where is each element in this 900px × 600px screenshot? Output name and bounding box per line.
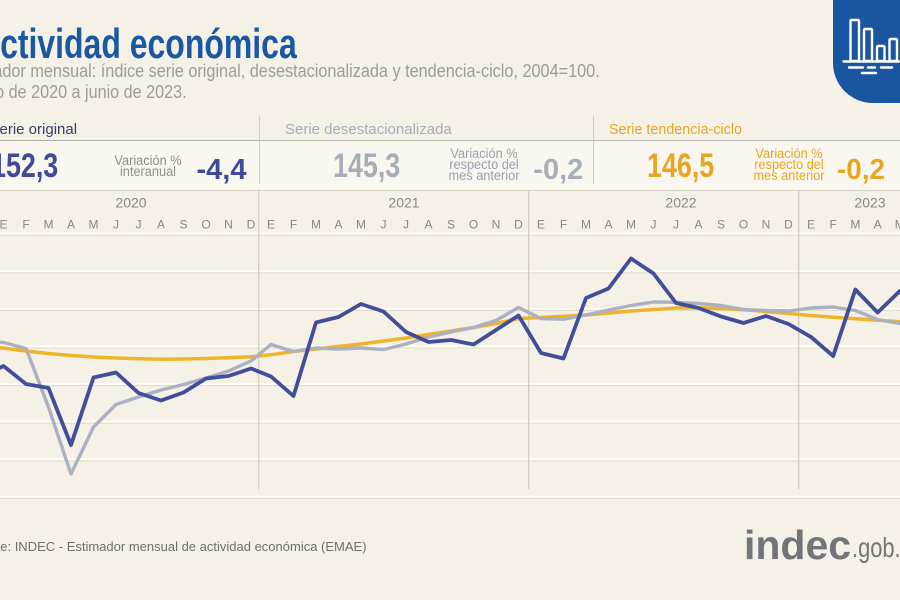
svg-text:M: M — [626, 218, 636, 232]
svg-text:O: O — [469, 218, 478, 232]
svg-text:M: M — [89, 218, 99, 232]
svg-text:F: F — [830, 218, 837, 232]
svg-text:J: J — [381, 218, 387, 232]
svg-text:D: D — [784, 218, 793, 232]
svg-text:M: M — [895, 218, 900, 232]
svg-text:D: D — [514, 218, 523, 232]
svg-text:N: N — [224, 218, 233, 232]
svg-text:M: M — [44, 218, 54, 232]
svg-text:F: F — [22, 218, 29, 232]
svg-text:2022: 2022 — [665, 195, 696, 211]
svg-text:J: J — [651, 218, 657, 232]
svg-text:N: N — [762, 218, 771, 232]
svg-text:D: D — [247, 218, 256, 232]
svg-text:F: F — [290, 218, 297, 232]
svg-text:A: A — [67, 218, 75, 232]
svg-text:A: A — [604, 218, 612, 232]
svg-text:N: N — [492, 218, 501, 232]
svg-text:O: O — [739, 218, 748, 232]
svg-text:M: M — [311, 218, 321, 232]
svg-text:S: S — [179, 218, 187, 232]
svg-text:M: M — [356, 218, 366, 232]
svg-text:E: E — [537, 218, 545, 232]
svg-text:M: M — [850, 218, 860, 232]
svg-text:S: S — [447, 218, 455, 232]
svg-text:E: E — [0, 218, 8, 232]
svg-text:J: J — [136, 218, 142, 232]
svg-text:A: A — [874, 218, 882, 232]
svg-text:O: O — [201, 218, 210, 232]
svg-text:2023: 2023 — [854, 195, 885, 211]
svg-text:S: S — [717, 218, 725, 232]
svg-text:E: E — [267, 218, 275, 232]
svg-text:J: J — [403, 218, 409, 232]
svg-text:A: A — [334, 218, 342, 232]
svg-text:E: E — [807, 218, 815, 232]
svg-text:A: A — [694, 218, 702, 232]
svg-text:F: F — [560, 218, 567, 232]
svg-text:A: A — [424, 218, 432, 232]
svg-text:2020: 2020 — [115, 195, 146, 211]
svg-text:J: J — [113, 218, 119, 232]
svg-text:M: M — [581, 218, 591, 232]
svg-text:A: A — [157, 218, 165, 232]
svg-text:J: J — [673, 218, 679, 232]
svg-text:2021: 2021 — [388, 195, 419, 211]
